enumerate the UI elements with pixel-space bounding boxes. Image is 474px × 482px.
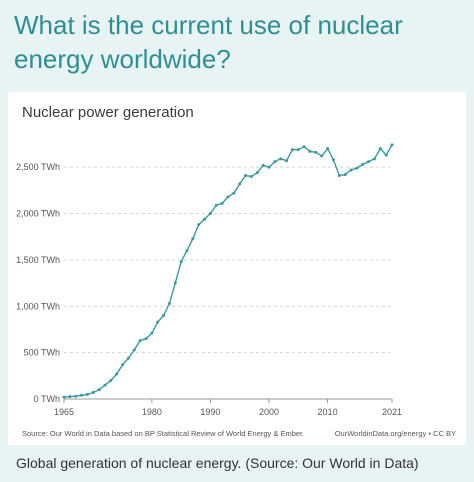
data-point xyxy=(103,383,107,387)
data-point xyxy=(238,182,242,186)
series-line xyxy=(63,144,393,398)
data-point xyxy=(226,195,230,199)
data-point xyxy=(208,212,212,216)
figure-caption: Global generation of nuclear energy. (So… xyxy=(16,455,419,471)
data-point xyxy=(91,391,95,395)
data-point xyxy=(331,158,335,162)
data-point xyxy=(296,148,300,152)
data-point xyxy=(314,150,318,154)
data-point xyxy=(197,223,201,227)
data-point xyxy=(167,301,171,305)
data-point xyxy=(80,393,84,397)
data-point xyxy=(261,163,265,167)
data-point xyxy=(267,165,271,169)
data-point xyxy=(150,331,154,335)
data-point xyxy=(62,395,66,399)
data-point xyxy=(173,281,177,285)
data-point xyxy=(191,237,195,241)
x-tick-label: 1980 xyxy=(142,407,162,417)
x-tick-label: 2021 xyxy=(382,407,402,417)
data-point xyxy=(85,392,89,396)
data-point xyxy=(109,378,113,382)
x-tick-label: 1965 xyxy=(54,407,74,417)
data-point xyxy=(115,372,119,376)
data-point xyxy=(162,314,166,318)
data-point xyxy=(132,348,136,352)
data-point xyxy=(361,162,365,166)
data-point xyxy=(214,203,218,207)
data-point xyxy=(97,388,101,392)
data-point xyxy=(249,174,253,178)
data-point xyxy=(390,143,394,147)
y-tick-label: 500 TWh xyxy=(24,348,60,358)
y-tick-label: 0 TWh xyxy=(34,394,60,404)
y-tick-label: 1,500 TWh xyxy=(16,255,60,265)
data-point xyxy=(285,159,289,163)
y-tick-label: 1,000 TWh xyxy=(16,301,60,311)
x-tick-label: 2010 xyxy=(318,407,338,417)
headline: What is the current use of nuclear energ… xyxy=(14,10,403,74)
data-point xyxy=(355,166,359,170)
data-point xyxy=(121,363,125,367)
data-point xyxy=(74,394,78,398)
data-point xyxy=(378,147,382,151)
data-point xyxy=(343,173,347,177)
data-point xyxy=(203,217,207,221)
data-point xyxy=(372,157,376,161)
data-point xyxy=(179,260,183,264)
y-tick-label: 2,000 TWh xyxy=(16,209,60,219)
data-point xyxy=(255,171,259,175)
data-point xyxy=(156,320,160,324)
data-point xyxy=(185,249,189,253)
data-point xyxy=(279,157,283,161)
data-point xyxy=(337,174,341,178)
data-point xyxy=(308,149,312,153)
data-point xyxy=(144,337,148,341)
chart-title: Nuclear power generation xyxy=(22,104,194,121)
chart-plot: 0 TWh 500 TWh 1,000 TWh 1,500 TWh 2,000 TWh 2… xyxy=(16,143,402,417)
source-note: Source: Our World in Data based on BP St… xyxy=(22,429,303,438)
source-link[interactable]: OurWorldinData.org/energy • CC BY xyxy=(334,429,456,438)
data-point xyxy=(367,160,371,164)
data-point xyxy=(244,174,248,178)
data-point xyxy=(326,147,330,151)
x-tick-label: 2000 xyxy=(259,407,279,417)
data-point xyxy=(384,153,388,157)
data-point xyxy=(68,395,72,399)
data-point xyxy=(349,168,353,172)
data-point xyxy=(320,154,324,158)
data-point xyxy=(302,145,306,149)
data-point xyxy=(220,201,224,205)
y-tick-label: 2,500 TWh xyxy=(16,162,60,172)
data-point xyxy=(290,148,294,152)
data-point xyxy=(273,160,277,164)
data-point xyxy=(126,356,130,360)
data-point xyxy=(232,191,236,195)
x-tick-label: 1990 xyxy=(200,407,220,417)
data-point xyxy=(138,339,142,343)
chart-card: Nuclear power generation 0 TWh 500 TWh 1,0… xyxy=(8,92,466,445)
